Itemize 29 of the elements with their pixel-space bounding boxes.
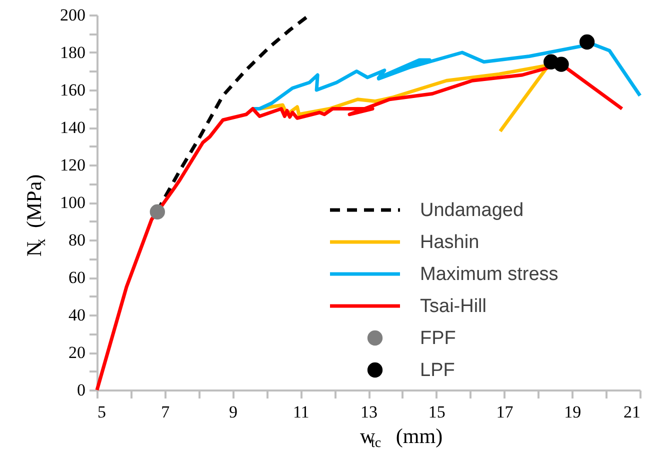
x-tick-label: 5 — [98, 402, 106, 422]
y-tick-label: 0 — [77, 380, 86, 400]
point — [150, 204, 165, 220]
y-tick-label: 140 — [60, 118, 86, 137]
x-tick-label: 21 — [624, 402, 640, 422]
y-tick-label: 20 — [68, 343, 86, 362]
legend-label: LPF — [420, 360, 455, 381]
y-tick-label: 180 — [60, 43, 86, 62]
legend-label: Maximum stress — [420, 264, 558, 285]
legend-label: FPF — [420, 328, 456, 349]
y-tick-label: 80 — [68, 230, 86, 250]
legend-label: Hashin — [420, 232, 480, 253]
x-tick-label: 15 — [428, 402, 446, 422]
y-tick-label: 120 — [60, 156, 86, 174]
y-tick-label: 200 — [60, 6, 86, 24]
x-tick-label: 9 — [229, 402, 238, 422]
y-tick-label: 160 — [60, 80, 86, 100]
x-tick-label: 17 — [496, 402, 514, 422]
x-tick-label: 7 — [161, 402, 170, 422]
y-tick-label: 40 — [68, 306, 86, 324]
y-tick-label: 100 — [60, 193, 86, 212]
legend-label: Tsai-Hill — [420, 296, 486, 317]
point — [579, 34, 595, 50]
x-tick-label: 19 — [564, 402, 582, 422]
legend-label: Undamaged — [420, 200, 524, 221]
point — [554, 56, 569, 72]
x-tick-label: 11 — [292, 402, 310, 422]
y-tick-label: 60 — [68, 268, 86, 287]
x-tick-label: 13 — [360, 402, 378, 422]
